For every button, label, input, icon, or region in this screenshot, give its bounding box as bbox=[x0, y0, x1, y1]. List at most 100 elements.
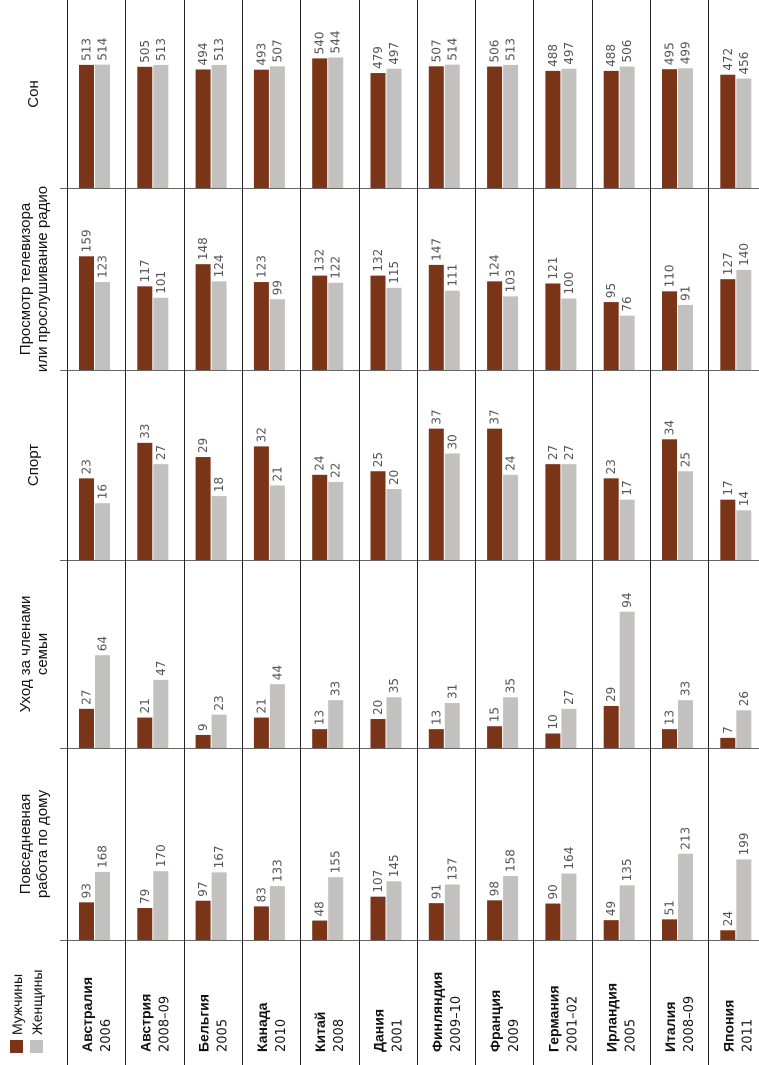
bar-women bbox=[678, 700, 693, 748]
country-label: Бельгия bbox=[196, 994, 212, 1052]
value-label-men: 48 bbox=[313, 901, 327, 916]
value-label-women: 456 bbox=[737, 52, 751, 75]
value-label-men: 90 bbox=[546, 884, 560, 899]
country-label: Австрия bbox=[137, 994, 153, 1052]
value-label-women: 14 bbox=[737, 491, 751, 506]
value-label-women: 544 bbox=[329, 31, 343, 54]
value-label-men: 505 bbox=[138, 40, 152, 63]
bar-women bbox=[328, 481, 344, 560]
bar-women bbox=[153, 64, 169, 188]
period-label: 2001 bbox=[391, 1019, 406, 1052]
value-label-women: 16 bbox=[96, 484, 110, 499]
value-label-women: 199 bbox=[737, 832, 751, 855]
value-label-men: 494 bbox=[196, 43, 210, 66]
value-label-men: 121 bbox=[546, 257, 560, 280]
value-label-women: 33 bbox=[679, 681, 693, 696]
category-label: Уход за членами bbox=[17, 596, 34, 713]
value-label-men: 513 bbox=[80, 38, 94, 61]
bar-men bbox=[312, 275, 328, 370]
value-label-men: 17 bbox=[721, 480, 735, 495]
value-label-women: 499 bbox=[679, 41, 693, 64]
value-label-women: 23 bbox=[212, 695, 226, 710]
country-label: Финляндия bbox=[429, 972, 445, 1052]
category-label: Сон bbox=[25, 80, 42, 107]
bar-women bbox=[503, 697, 519, 748]
bar-women bbox=[736, 269, 752, 370]
bar-women bbox=[619, 66, 635, 188]
value-label-men: 79 bbox=[138, 889, 152, 904]
value-label-women: 167 bbox=[212, 845, 226, 868]
bar-men bbox=[195, 457, 211, 560]
value-label-women: 497 bbox=[387, 42, 401, 65]
bar-men bbox=[545, 70, 561, 188]
bar-men bbox=[603, 302, 619, 370]
value-label-women: 100 bbox=[562, 272, 576, 295]
value-label-women: 91 bbox=[679, 286, 693, 301]
value-label-women: 26 bbox=[737, 691, 751, 706]
value-label-women: 76 bbox=[620, 296, 634, 311]
period-label: 2006 bbox=[99, 1019, 114, 1052]
value-label-men: 488 bbox=[604, 44, 618, 67]
legend-label: Женщины bbox=[29, 970, 45, 1035]
value-label-men: 159 bbox=[80, 229, 94, 252]
bar-women bbox=[153, 464, 169, 560]
value-label-men: 107 bbox=[371, 870, 385, 893]
value-label-men: 472 bbox=[721, 48, 735, 71]
bar-women bbox=[503, 64, 519, 188]
value-label-men: 15 bbox=[488, 707, 502, 722]
bar-women bbox=[386, 68, 402, 188]
value-label-men: 23 bbox=[604, 459, 618, 474]
bar-men bbox=[370, 719, 386, 748]
value-label-men: 148 bbox=[196, 237, 210, 260]
bar-women bbox=[211, 714, 227, 748]
value-label-men: 27 bbox=[546, 445, 560, 460]
bar-men bbox=[603, 920, 619, 940]
value-label-women: 514 bbox=[96, 38, 110, 61]
value-label-men: 98 bbox=[488, 881, 502, 896]
bar-women bbox=[736, 710, 752, 748]
bar-women bbox=[619, 885, 635, 940]
value-label-men: 29 bbox=[604, 687, 618, 702]
value-label-women: 506 bbox=[620, 40, 634, 63]
bar-men bbox=[370, 471, 386, 560]
value-label-women: 513 bbox=[154, 38, 168, 61]
bar-women bbox=[386, 489, 402, 560]
category-label: Повседневная bbox=[17, 794, 34, 895]
bar-women bbox=[211, 496, 227, 560]
bar-women bbox=[95, 282, 110, 370]
bar-men bbox=[662, 729, 677, 748]
bar-men bbox=[428, 903, 444, 940]
bar-women bbox=[328, 282, 344, 370]
bar-men bbox=[603, 478, 619, 560]
bar-women bbox=[386, 697, 402, 748]
value-label-men: 91 bbox=[429, 884, 443, 899]
bar-women bbox=[503, 296, 519, 370]
bar-women bbox=[561, 464, 577, 560]
value-label-women: 103 bbox=[504, 269, 518, 292]
bar-women bbox=[736, 859, 752, 940]
bar-men bbox=[253, 446, 269, 560]
value-label-men: 132 bbox=[313, 249, 327, 272]
bar-women bbox=[678, 304, 693, 370]
value-label-women: 30 bbox=[445, 434, 459, 449]
country-label: Канада bbox=[254, 1002, 270, 1052]
bar-women bbox=[95, 871, 110, 940]
country-label: Германия bbox=[545, 985, 561, 1052]
value-label-women: 145 bbox=[387, 854, 401, 877]
value-label-men: 495 bbox=[663, 42, 677, 65]
bar-men bbox=[370, 73, 386, 188]
bar-men bbox=[312, 920, 328, 940]
bar-men bbox=[195, 734, 211, 748]
bar-men bbox=[487, 281, 503, 370]
value-label-women: 25 bbox=[679, 452, 693, 467]
bar-women bbox=[619, 611, 635, 748]
period-label: 2001–02 bbox=[565, 996, 580, 1052]
category-label: семьи bbox=[34, 633, 51, 675]
value-label-women: 47 bbox=[154, 661, 168, 676]
value-label-men: 506 bbox=[488, 40, 502, 63]
value-label-women: 24 bbox=[504, 456, 518, 471]
value-label-men: 83 bbox=[254, 887, 268, 902]
value-label-men: 23 bbox=[80, 459, 94, 474]
value-label-men: 540 bbox=[313, 31, 327, 54]
value-label-men: 123 bbox=[254, 255, 268, 278]
